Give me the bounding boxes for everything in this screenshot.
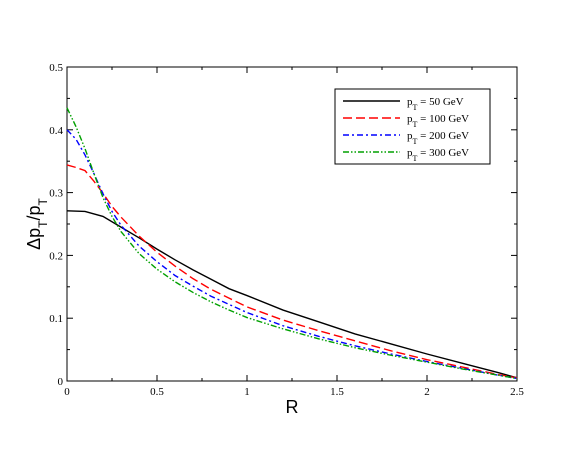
x-axis-label: R [286, 397, 299, 417]
x-tick-label: 2 [424, 386, 430, 398]
x-tick-label: 0.5 [150, 386, 164, 398]
y-axis-ticks: 0 0.1 0.2 0.3 0.4 0.5 [49, 62, 517, 388]
y-axis-label: ΔpT/pT [24, 197, 50, 249]
y-tick-label: 0.3 [49, 188, 63, 200]
legend-label-3: pT = 200 GeV [407, 130, 469, 146]
series-line-4 [66, 107, 518, 380]
y-tick-label: 0.2 [49, 250, 63, 262]
x-tick-label: 0 [64, 386, 70, 398]
y-tick-label: 0.5 [49, 62, 63, 74]
legend-label-4: pT = 300 GeV [407, 147, 469, 163]
legend-label-2: pT = 100 GeV [407, 113, 469, 129]
series-line-3 [66, 129, 518, 380]
x-axis-ticks: 0 0.5 1 1.5 2 2.5 [64, 67, 524, 398]
series-lines [66, 107, 518, 380]
series-line-1 [66, 210, 518, 379]
series-line-2 [66, 164, 518, 379]
legend-label-1: pT = 50 GeV [407, 96, 464, 112]
x-tick-label: 1.5 [330, 386, 344, 398]
y-tick-label: 0 [58, 376, 64, 388]
y-tick-label: 0.4 [49, 125, 63, 137]
x-tick-label: 2.5 [510, 386, 524, 398]
x-tick-label: 1 [244, 386, 250, 398]
y-tick-label: 0.1 [49, 313, 63, 325]
